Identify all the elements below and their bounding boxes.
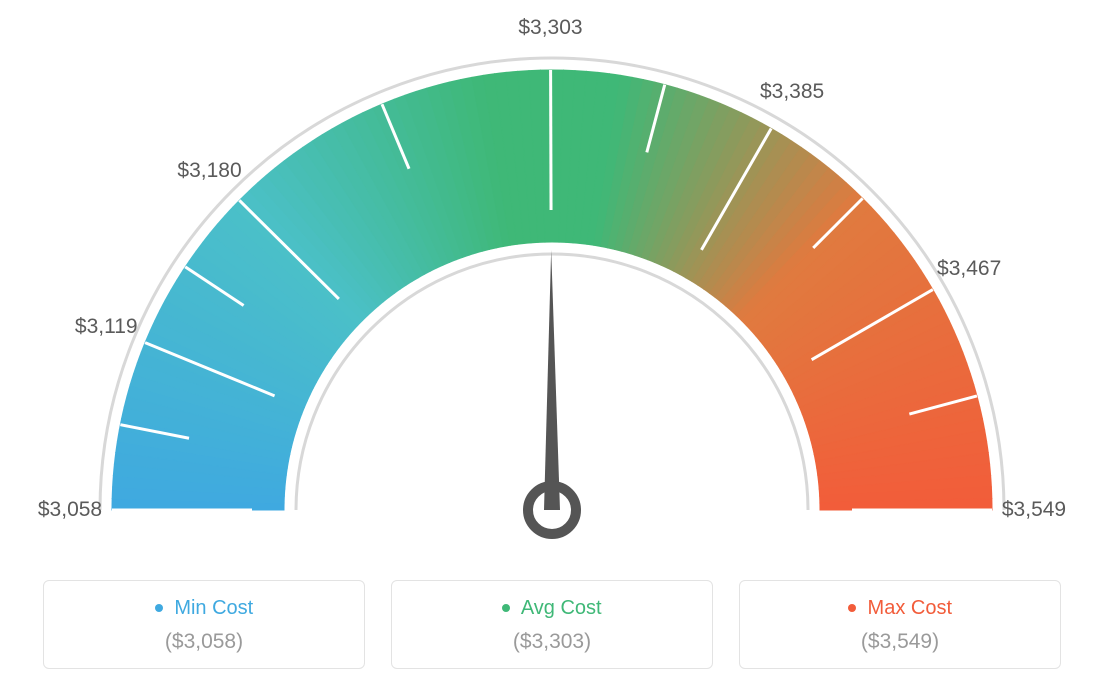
legend-title-text: Min Cost <box>174 597 253 619</box>
legend-value-min: ($3,058) <box>44 630 364 654</box>
gauge-tick-label: $3,385 <box>760 80 824 104</box>
gauge-tick-label: $3,058 <box>38 498 102 522</box>
gauge-svg <box>20 20 1084 560</box>
legend-row: Min Cost ($3,058) Avg Cost ($3,303) Max … <box>20 580 1084 669</box>
dot-icon <box>155 604 163 612</box>
gauge-tick-label: $3,303 <box>518 16 582 40</box>
legend-title-text: Max Cost <box>868 597 952 619</box>
cost-gauge: $3,058$3,119$3,180$3,303$3,385$3,467$3,5… <box>20 20 1084 560</box>
dot-icon <box>848 604 856 612</box>
legend-value-max: ($3,549) <box>740 630 1060 654</box>
legend-card-min: Min Cost ($3,058) <box>43 580 365 669</box>
legend-title-max: Max Cost <box>740 597 1060 620</box>
legend-card-avg: Avg Cost ($3,303) <box>391 580 713 669</box>
gauge-tick-label: $3,467 <box>937 257 1001 281</box>
dot-icon <box>502 604 510 612</box>
legend-value-avg: ($3,303) <box>392 630 712 654</box>
gauge-tick-label: $3,180 <box>177 159 241 183</box>
legend-title-avg: Avg Cost <box>392 597 712 620</box>
gauge-needle <box>544 250 560 510</box>
gauge-tick-label: $3,549 <box>1002 498 1066 522</box>
gauge-tick-label: $3,119 <box>75 315 138 339</box>
legend-title-text: Avg Cost <box>521 597 602 619</box>
legend-card-max: Max Cost ($3,549) <box>739 580 1061 669</box>
legend-title-min: Min Cost <box>44 597 364 620</box>
